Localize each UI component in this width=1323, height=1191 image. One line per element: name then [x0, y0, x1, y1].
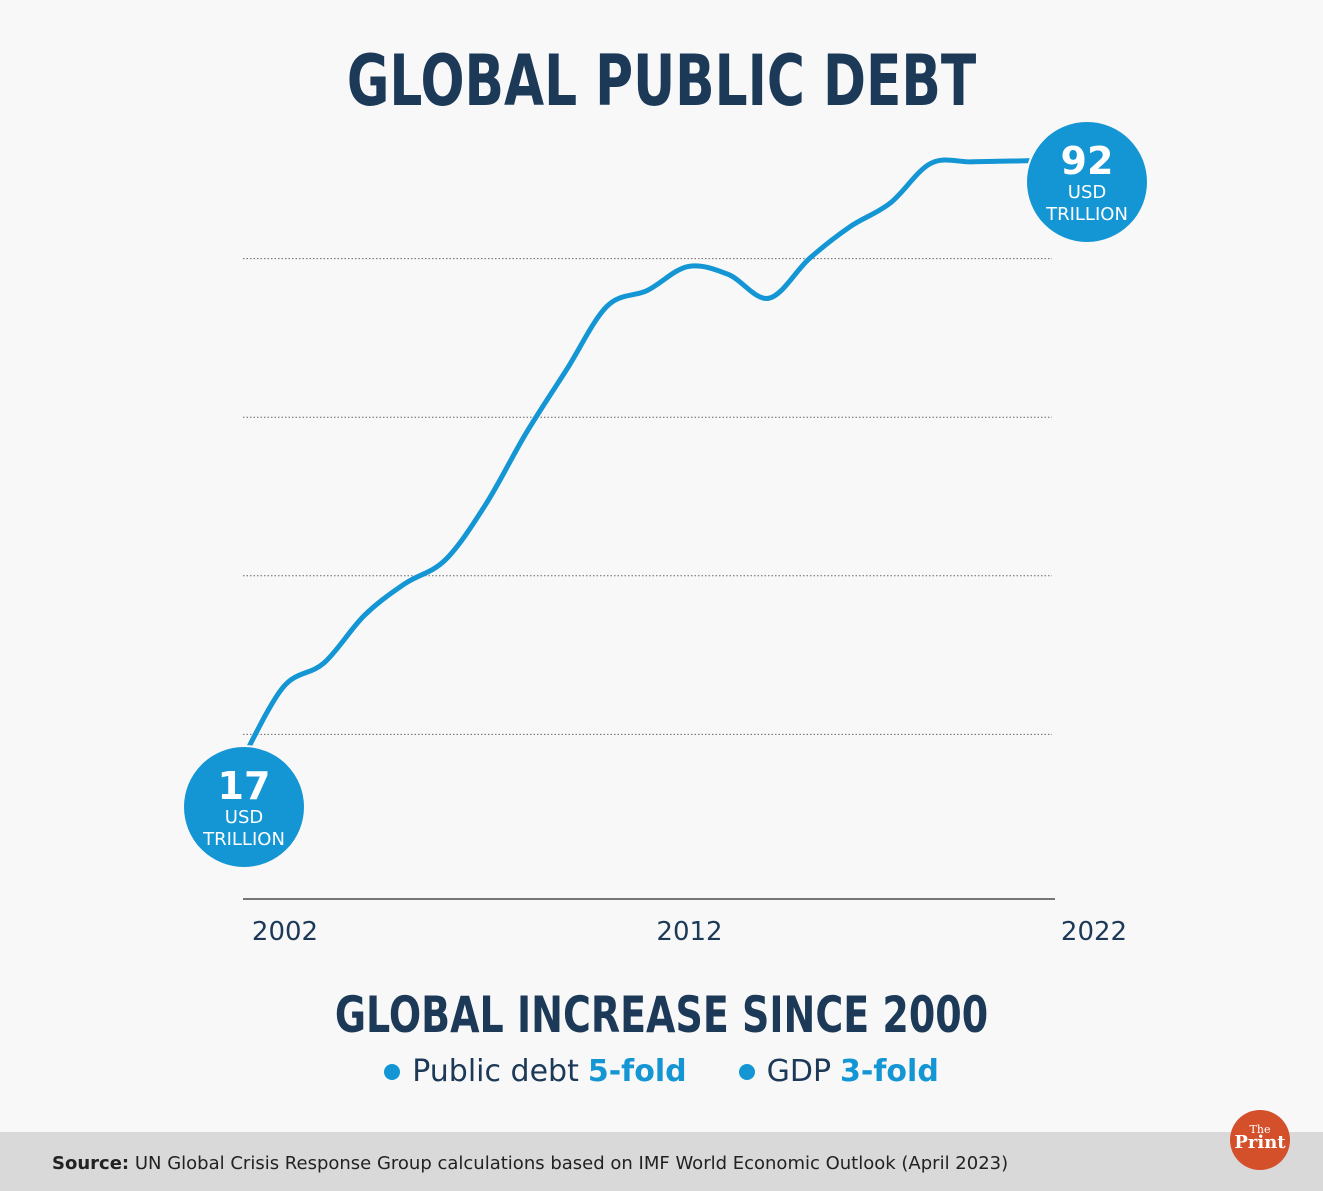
source-note: Source: UN Global Crisis Response Group …: [52, 1153, 1008, 1174]
footer: Source: UN Global Crisis Response Group …: [0, 1132, 1323, 1191]
annotation-unit: USD: [1068, 182, 1106, 203]
chart-title: GLOBAL PUBLIC DEBT: [346, 40, 977, 122]
source-label: Source:: [52, 1153, 130, 1174]
source-text: UN Global Crisis Response Group calculat…: [134, 1153, 1009, 1174]
legend-label: GDP: [766, 1054, 832, 1089]
annotation-value: 92: [1061, 139, 1114, 183]
annotation-unit: TRILLION: [202, 829, 285, 850]
annotation-unit: USD: [225, 807, 263, 828]
legend-dot-icon: [738, 1063, 755, 1080]
legend-item-public-debt: Public debt 5-fold: [384, 1054, 687, 1089]
legend-value: 3-fold: [840, 1054, 939, 1089]
legend: Public debt 5-fold GDP 3-fold: [0, 1054, 1323, 1089]
logo-the: The: [1249, 1123, 1271, 1136]
legend-value: 5-fold: [587, 1054, 687, 1089]
annotation-unit: TRILLION: [1045, 204, 1128, 225]
logo-print: Print: [1234, 1132, 1286, 1153]
x-tick-label: 2012: [656, 917, 722, 947]
legend-item-gdp: GDP 3-fold: [738, 1054, 939, 1089]
annotation-bubble: [1025, 120, 1149, 244]
subtitle: GLOBAL INCREASE SINCE 2000: [334, 986, 989, 1044]
x-tick-label: 2022: [1061, 917, 1127, 947]
annotation-bubble: [182, 745, 306, 869]
theprint-logo: The Print: [1230, 1110, 1290, 1170]
x-tick-label: 2002: [252, 917, 318, 947]
annotation-value: 17: [218, 764, 271, 808]
legend-dot-icon: [384, 1063, 401, 1080]
series-line-public-debt: [240, 157, 1055, 761]
legend-label: Public debt: [412, 1054, 579, 1089]
